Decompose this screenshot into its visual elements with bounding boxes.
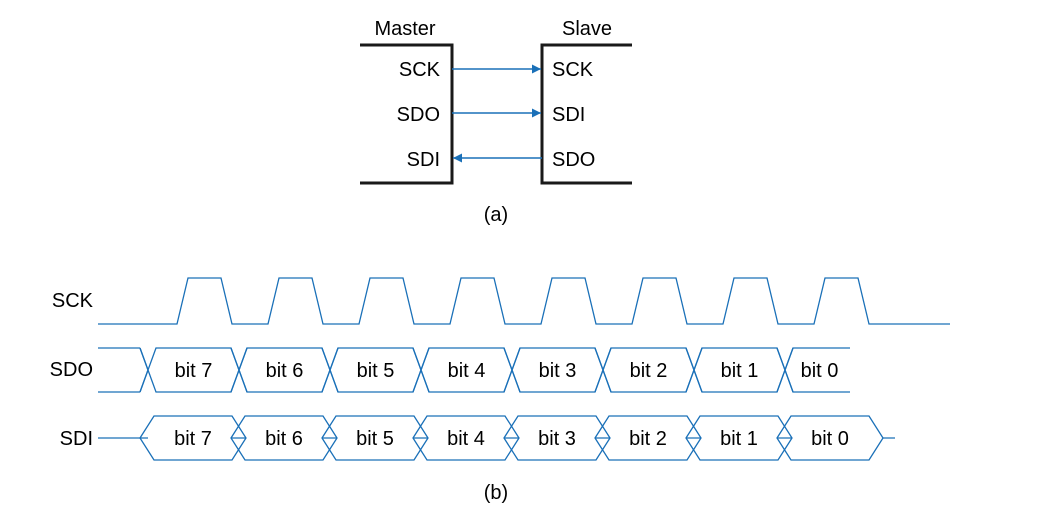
- sdi-bit-label: bit 5: [356, 428, 394, 450]
- part-a-block-diagram: Master SCK SDO SDI Slave SCK SDI SDO (a): [360, 18, 632, 226]
- sdo-bit-label: bit 3: [539, 360, 577, 382]
- sdi-bit-outline: [594, 415, 702, 461]
- slave-title: Slave: [562, 18, 612, 40]
- sdi-bit-outline: [776, 415, 884, 461]
- master-pin-sdo: SDO: [397, 104, 440, 126]
- sdo-bit-cell: bit 7: [139, 347, 248, 393]
- signal-label-sdo: SDO: [50, 359, 93, 381]
- sdi-bit-label: bit 3: [538, 428, 576, 450]
- slave-box-outline: [540, 43, 632, 185]
- sdo-bit-label: bit 6: [266, 360, 304, 382]
- sdi-bit-cells: bit 7 bit 6 bit 5 bit 4 bit 3 bit 2 bit 1 bit 0: [98, 415, 895, 461]
- sdo-bit-label: bit 5: [357, 360, 395, 382]
- sdo-bit-cells: bit 7 bit 6 bit 5 bit 4 bit 3 bit 2 bit 1 bit 0: [98, 347, 850, 393]
- sdi-bit-outline: [321, 415, 429, 461]
- signal-label-sdi: SDI: [60, 428, 93, 450]
- sdi-bit-outline: [139, 415, 247, 461]
- sdi-bit-cell: bit 6: [230, 415, 338, 461]
- sdi-bit-cell: bit 5: [321, 415, 429, 461]
- sdi-bit-cell: bit 7: [139, 415, 247, 461]
- sdi-bit-label: bit 1: [720, 428, 758, 450]
- slave-pin-sdi: SDI: [552, 104, 585, 126]
- sdi-bit-outline: [685, 415, 793, 461]
- caption-a: (a): [484, 204, 508, 226]
- sdo-bit-cell: bit 2: [594, 347, 703, 393]
- sdi-bit-cell: bit 0: [776, 415, 884, 461]
- caption-b: (b): [484, 482, 508, 504]
- sdo-bit-cell: bit 6: [230, 347, 339, 393]
- sdi-bit-outline: [412, 415, 520, 461]
- master-block: Master SCK SDO SDI: [360, 18, 454, 185]
- sdi-bit-label: bit 7: [174, 428, 212, 450]
- sdi-bit-outline: [230, 415, 338, 461]
- sdo-lead-in: [98, 347, 149, 393]
- sdi-bit-label: bit 0: [811, 428, 849, 450]
- sck-clock-waveform: [98, 277, 950, 325]
- part-b-timing-diagram: SCK SDO SDI bit 7 bit 6 bit 5 bit 4 bit 3 bit…: [50, 277, 950, 504]
- sdi-bit-outline: [503, 415, 611, 461]
- sdo-bit-label: bit 0: [801, 360, 839, 382]
- sdo-bit-label: bit 4: [448, 360, 486, 382]
- slave-pin-sdo: SDO: [552, 149, 595, 171]
- sdi-bit-label: bit 4: [447, 428, 485, 450]
- sdo-bit-cell: bit 0: [776, 347, 850, 393]
- slave-pin-sck: SCK: [552, 59, 594, 81]
- sdo-bit-cell: bit 5: [321, 347, 430, 393]
- sdi-bit-label: bit 6: [265, 428, 303, 450]
- master-title: Master: [374, 18, 435, 40]
- sdo-bit-label: bit 1: [721, 360, 759, 382]
- master-pin-sck: SCK: [399, 59, 441, 81]
- sdo-bit-cell: bit 4: [412, 347, 521, 393]
- signal-label-sck: SCK: [52, 290, 94, 312]
- sdi-bit-cell: bit 4: [412, 415, 520, 461]
- master-box-outline: [360, 43, 454, 185]
- sdo-bit-label: bit 2: [630, 360, 668, 382]
- slave-block: Slave SCK SDI SDO: [540, 18, 632, 185]
- master-pin-sdi: SDI: [407, 149, 440, 171]
- sdo-bit-outline: [776, 347, 850, 393]
- sdi-bit-label: bit 2: [629, 428, 667, 450]
- sdo-bit-cell: bit 3: [503, 347, 612, 393]
- sdi-bit-cell: bit 1: [685, 415, 793, 461]
- sdi-bit-cell: bit 2: [594, 415, 702, 461]
- sdo-bit-cell: bit 1: [685, 347, 794, 393]
- sdi-bit-cell: bit 3: [503, 415, 611, 461]
- sdo-bit-label: bit 7: [175, 360, 213, 382]
